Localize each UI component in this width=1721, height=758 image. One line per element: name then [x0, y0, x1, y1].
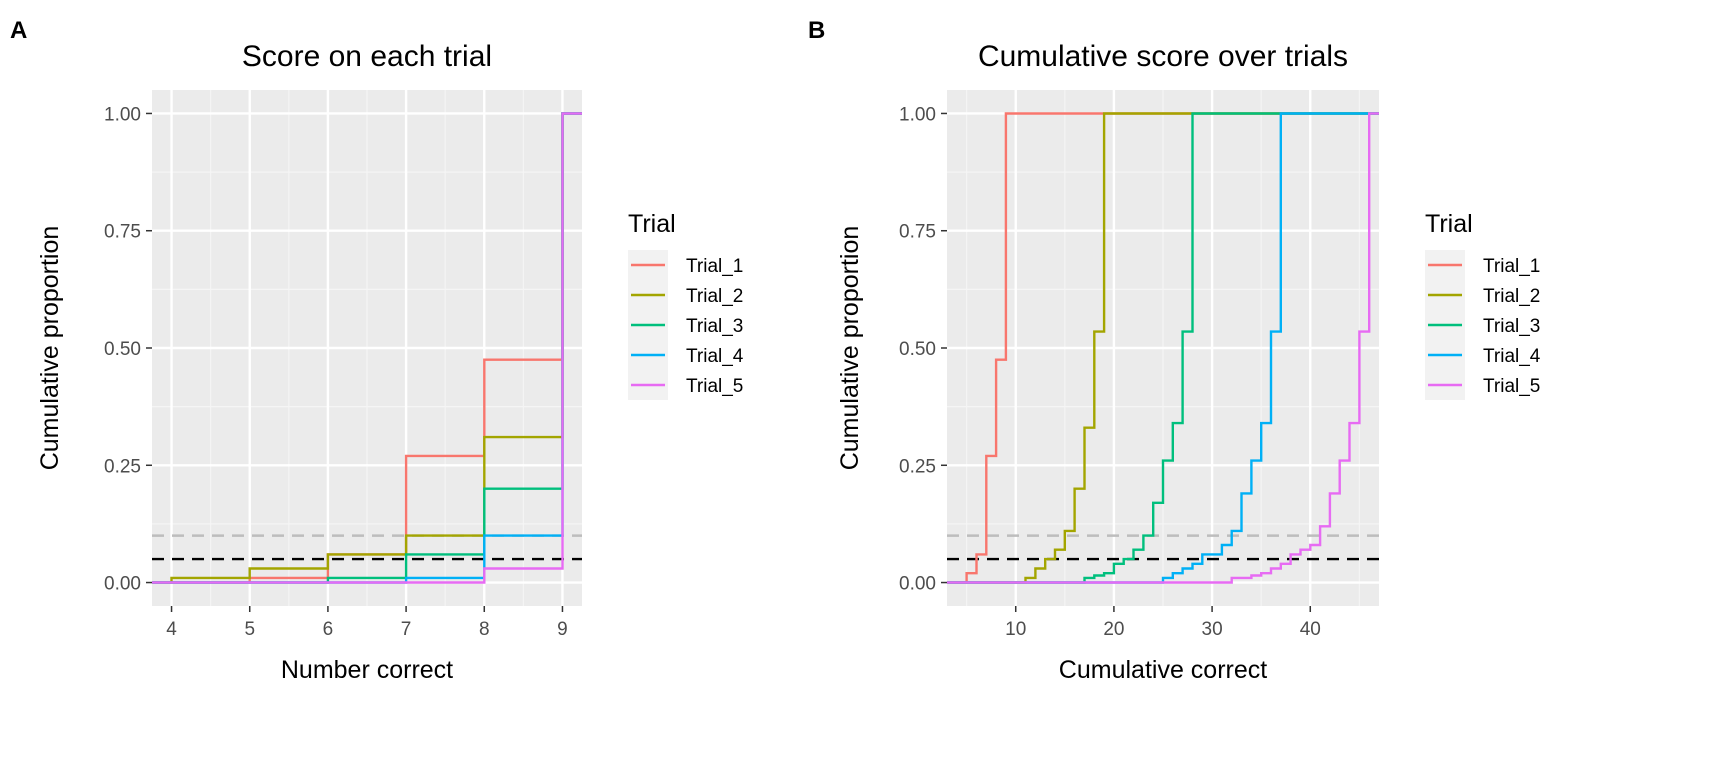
legend: Trial Trial_1 Trial_2 Trial_3 Trial_4 Trial_5	[1425, 210, 1541, 400]
x-tick-label: 20	[1103, 619, 1124, 640]
series-line-trial-4	[947, 112, 1379, 584]
y-axis-label: Cumulative proportion	[836, 226, 864, 471]
legend-label: Trial_5	[686, 376, 743, 397]
x-tick-label: 6	[323, 619, 334, 640]
series-line-trial-5	[152, 112, 582, 584]
x-tick-label: 9	[557, 619, 568, 640]
legend-label: Trial_4	[1483, 346, 1541, 367]
x-tick-label: 10	[1005, 619, 1026, 640]
series-line-trial-3	[947, 112, 1379, 584]
legend-title: Trial	[1425, 210, 1473, 238]
legend-label: Trial_2	[686, 286, 743, 307]
panel-letter: A	[10, 17, 27, 44]
y-tick-label: 0.00	[104, 574, 141, 595]
legend-label: Trial_3	[686, 316, 743, 337]
x-tick-label: 7	[401, 619, 412, 640]
y-tick-label: 0.25	[104, 456, 141, 477]
chart-panel-b: B Cumulative score over trials 10 20 30 40 0.0…	[808, 17, 1541, 684]
legend-label: Trial_2	[1483, 286, 1540, 307]
chart-title: Cumulative score over trials	[978, 40, 1348, 73]
x-tick-label: 8	[479, 619, 490, 640]
y-tick-label: 1.00	[104, 104, 141, 125]
y-tick-label: 0.50	[104, 339, 141, 360]
chart-title: Score on each trial	[242, 40, 492, 73]
series-line-trial-2	[947, 112, 1379, 584]
y-axis-label: Cumulative proportion	[36, 226, 64, 471]
legend-label: Trial_3	[1483, 316, 1540, 337]
x-axis-label: Number correct	[281, 656, 453, 684]
x-tick-label: 30	[1202, 619, 1223, 640]
y-tick-label: 0.75	[899, 222, 936, 243]
y-tick-label: 1.00	[899, 104, 936, 125]
y-tick-label: 0.50	[899, 339, 936, 360]
series-line-trial-2	[152, 112, 582, 584]
series-line-trial-1	[947, 112, 1379, 584]
legend: Trial Trial_1 Trial_2 Trial_3 Trial_4 Trial_5	[628, 210, 744, 400]
chart-panel-a: A Score on each trial 4 5 6 7 8 9 0.00 0.25 0.50 0.…	[10, 17, 744, 684]
x-axis-label: Cumulative correct	[1059, 656, 1267, 684]
legend-label: Trial_1	[686, 256, 743, 277]
y-tick-label: 0.00	[899, 574, 936, 595]
panel-letter: B	[808, 17, 825, 44]
series-line-trial-5	[947, 112, 1379, 584]
legend-label: Trial_4	[686, 346, 744, 367]
x-tick-label: 4	[166, 619, 177, 640]
legend-label: Trial_5	[1483, 376, 1540, 397]
legend-title: Trial	[628, 210, 676, 238]
y-tick-label: 0.75	[104, 222, 141, 243]
y-tick-label: 0.25	[899, 456, 936, 477]
x-tick-label: 5	[244, 619, 255, 640]
x-tick-label: 40	[1300, 619, 1321, 640]
legend-label: Trial_1	[1483, 256, 1540, 277]
